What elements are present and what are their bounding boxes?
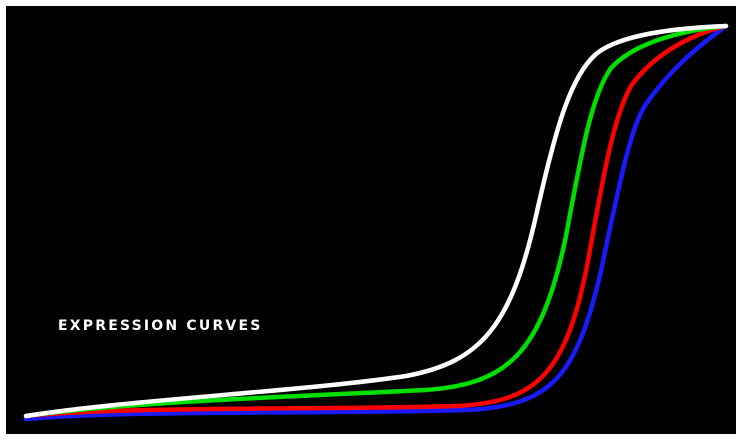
white-curve [23,23,729,419]
chart-title: EXPRESSION CURVES [58,318,263,334]
blue-curve [23,23,729,422]
expression-curves-graph [23,23,729,422]
curves-canvas: EXPRESSION CURVES [6,6,736,434]
green-curve [23,23,729,419]
red-curve [23,23,729,419]
